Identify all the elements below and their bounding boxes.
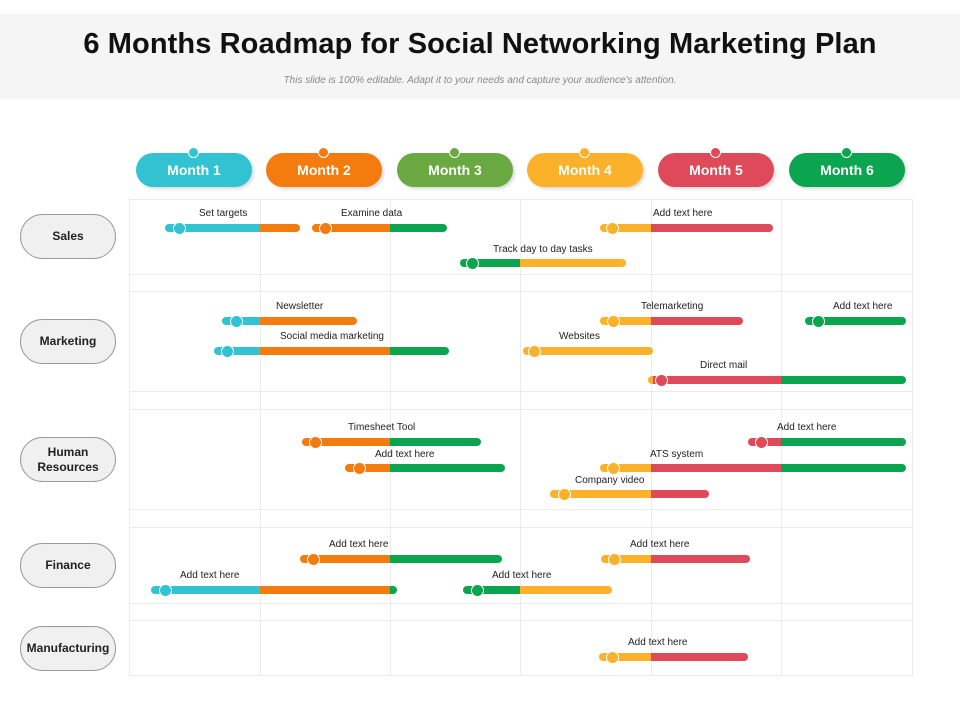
milestone-dot-icon [230, 315, 243, 328]
connector-dot-icon [841, 147, 852, 158]
month-label: Month 2 [297, 162, 351, 178]
task-label: Telemarketing [641, 301, 704, 312]
milestone-dot-icon [655, 374, 668, 387]
dept-label: Manufacturing [26, 641, 110, 655]
milestone-dot-icon [159, 584, 172, 597]
connector-dot-icon [579, 147, 590, 158]
task-label: Add text here [628, 637, 688, 648]
task-label: Add text here [653, 208, 713, 219]
month-1-header: Month 1 [136, 147, 252, 187]
milestone-dot-icon [606, 651, 619, 664]
milestone-dot-icon [607, 462, 620, 475]
month-label: Month 6 [820, 162, 874, 178]
task-label: Add text here [329, 539, 389, 550]
task-label: Newsletter [276, 301, 324, 312]
task-label: Add text here [180, 570, 240, 581]
milestone-dot-icon [812, 315, 825, 328]
month-6-header: Month 6 [789, 147, 905, 187]
month-label: Month 3 [428, 162, 482, 178]
dept-human-resources: Human Resources [20, 437, 116, 482]
milestone-dot-icon [353, 462, 366, 475]
milestone-dot-icon [221, 345, 234, 358]
month-5-header: Month 5 [658, 147, 774, 187]
dept-manufacturing: Manufacturing [20, 626, 116, 671]
milestone-dot-icon [607, 315, 620, 328]
month-label: Month 1 [167, 162, 221, 178]
page-subtitle: This slide is 100% editable. Adapt it to… [283, 75, 677, 86]
milestone-dot-icon [319, 222, 332, 235]
month-label: Month 4 [558, 162, 612, 178]
milestone-dot-icon [471, 584, 484, 597]
task-label: Company video [575, 475, 645, 486]
connector-dot-icon [710, 147, 721, 158]
connector-dot-icon [318, 147, 329, 158]
month-2-header: Month 2 [266, 147, 382, 187]
task-label: Add text here [777, 422, 837, 433]
task-label: ATS system [650, 449, 704, 460]
milestone-dot-icon [755, 436, 768, 449]
task-label: Add text here [492, 570, 552, 581]
task-label: Websites [559, 331, 600, 342]
connector-dot-icon [449, 147, 460, 158]
month-3-header: Month 3 [397, 147, 513, 187]
task-label: Track day to day tasks [493, 244, 593, 255]
task-label: Examine data [341, 208, 403, 219]
dept-finance: Finance [20, 543, 116, 588]
page-title: 6 Months Roadmap for Social Networking M… [83, 28, 877, 60]
task-label: Social media marketing [280, 331, 384, 342]
milestone-dot-icon [309, 436, 322, 449]
task-label: Direct mail [700, 360, 748, 371]
milestone-dot-icon [558, 488, 571, 501]
task-label: Add text here [630, 539, 690, 550]
dept-label: Human Resources [37, 444, 99, 474]
milestone-dot-icon [307, 553, 320, 566]
connector-dot-icon [188, 147, 199, 158]
task-label: Set targets [199, 208, 248, 219]
milestone-dot-icon [173, 222, 186, 235]
dept-marketing: Marketing [20, 319, 116, 364]
task-label: Timesheet Tool [348, 422, 416, 433]
month-label: Month 5 [689, 162, 743, 178]
milestone-dot-icon [466, 257, 479, 270]
task-label: Add text here [375, 449, 435, 460]
header-band [0, 14, 960, 99]
milestone-dot-icon [528, 345, 541, 358]
dept-label: Finance [45, 558, 91, 572]
dept-label: Sales [52, 229, 84, 243]
month-4-header: Month 4 [527, 147, 643, 187]
dept-label: Marketing [39, 334, 97, 348]
dept-sales: Sales [20, 214, 116, 259]
milestone-dot-icon [606, 222, 619, 235]
task-label: Add text here [833, 301, 893, 312]
milestone-dot-icon [608, 553, 621, 566]
